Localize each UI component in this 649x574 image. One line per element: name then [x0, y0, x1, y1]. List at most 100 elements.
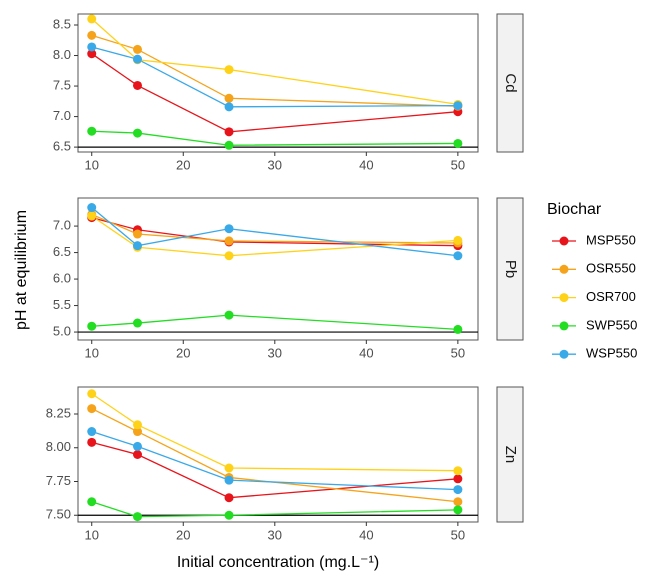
panel [77, 197, 479, 341]
point [132, 80, 142, 90]
series-line [91, 393, 458, 472]
y-tick-label: 7.0 [53, 108, 71, 123]
point [453, 485, 463, 495]
point [224, 310, 234, 320]
legend-title: Biochar [547, 201, 602, 218]
x-axis-label: Initial concentration (mg.L⁻¹) [177, 554, 379, 571]
x-tick-label: 30 [268, 345, 282, 360]
point [132, 54, 142, 64]
legend-swatch [559, 264, 569, 274]
series-line [91, 430, 458, 491]
point [87, 203, 97, 213]
point [224, 475, 234, 485]
facet-label: Zn [502, 446, 519, 464]
y-tick-label: 6.5 [53, 139, 71, 154]
point [132, 450, 142, 459]
y-tick-label: 6.0 [53, 271, 71, 286]
point [453, 466, 463, 476]
point [87, 497, 97, 507]
facet-strip [496, 197, 524, 341]
x-tick-label: 50 [451, 527, 465, 542]
y-tick-label: 7.75 [46, 473, 71, 488]
legend-swatch [559, 236, 569, 246]
point [132, 512, 142, 522]
y-tick-label: 8.0 [53, 47, 71, 62]
x-tick-label: 20 [176, 345, 190, 360]
point [453, 324, 463, 334]
facet-strip [496, 13, 524, 153]
point [87, 126, 97, 136]
point [87, 389, 97, 399]
y-tick-label: 7.50 [46, 507, 71, 522]
x-tick-label: 40 [359, 157, 373, 172]
facet-label: Cd [502, 73, 519, 92]
y-tick-label: 5.5 [53, 297, 71, 312]
point [132, 427, 142, 437]
y-tick-label: 8.00 [46, 439, 71, 454]
point [453, 474, 463, 484]
point [132, 229, 142, 239]
x-tick-label: 40 [359, 345, 373, 360]
point [87, 427, 97, 437]
legend-label: OSR550 [586, 261, 636, 276]
point [224, 93, 234, 103]
point [132, 241, 142, 251]
x-tick-label: 40 [359, 527, 373, 542]
y-tick-label: 8.5 [53, 16, 71, 31]
legend-swatch [559, 349, 569, 359]
y-tick-label: 5.0 [53, 323, 71, 338]
series-line [91, 215, 458, 257]
y-tick-label: 7.0 [53, 218, 71, 233]
facet-label: Pb [502, 260, 519, 278]
legend-swatch [559, 321, 569, 331]
y-tick-label: 6.5 [53, 244, 71, 259]
series-line [91, 53, 458, 133]
x-tick-label: 50 [451, 345, 465, 360]
series-line [91, 207, 458, 257]
series-line [91, 314, 458, 331]
x-tick-label: 30 [268, 157, 282, 172]
point [224, 140, 234, 150]
legend-label: SWP550 [586, 317, 637, 332]
point [224, 65, 234, 75]
series-line [91, 34, 458, 107]
point [224, 224, 234, 234]
panel [77, 13, 479, 153]
point [453, 497, 463, 507]
point [453, 505, 463, 515]
point [132, 44, 142, 54]
point [132, 420, 142, 430]
point [87, 321, 97, 331]
point [132, 128, 142, 138]
x-tick-label: 10 [84, 527, 98, 542]
x-tick-label: 30 [268, 527, 282, 542]
point [87, 14, 97, 24]
legend-label: OSR700 [586, 289, 636, 304]
point [87, 404, 97, 414]
series-line [91, 408, 458, 503]
legend-swatch [559, 293, 569, 303]
point [453, 251, 463, 261]
y-axis-label: pH at equilibrium [13, 210, 30, 330]
series-line [91, 18, 458, 106]
point [87, 211, 97, 221]
x-tick-label: 20 [176, 527, 190, 542]
point [224, 510, 234, 520]
point [87, 49, 97, 59]
point [224, 236, 234, 246]
point [224, 102, 234, 112]
point [453, 138, 463, 148]
panel [77, 386, 479, 523]
legend-label: WSP550 [586, 346, 637, 361]
series-line [91, 441, 458, 499]
x-tick-label: 10 [84, 345, 98, 360]
x-tick-label: 50 [451, 157, 465, 172]
point [224, 493, 234, 503]
point [87, 437, 97, 447]
point [453, 101, 463, 111]
point [87, 42, 97, 52]
y-tick-label: 8.25 [46, 405, 71, 420]
facet-strip [496, 386, 524, 523]
